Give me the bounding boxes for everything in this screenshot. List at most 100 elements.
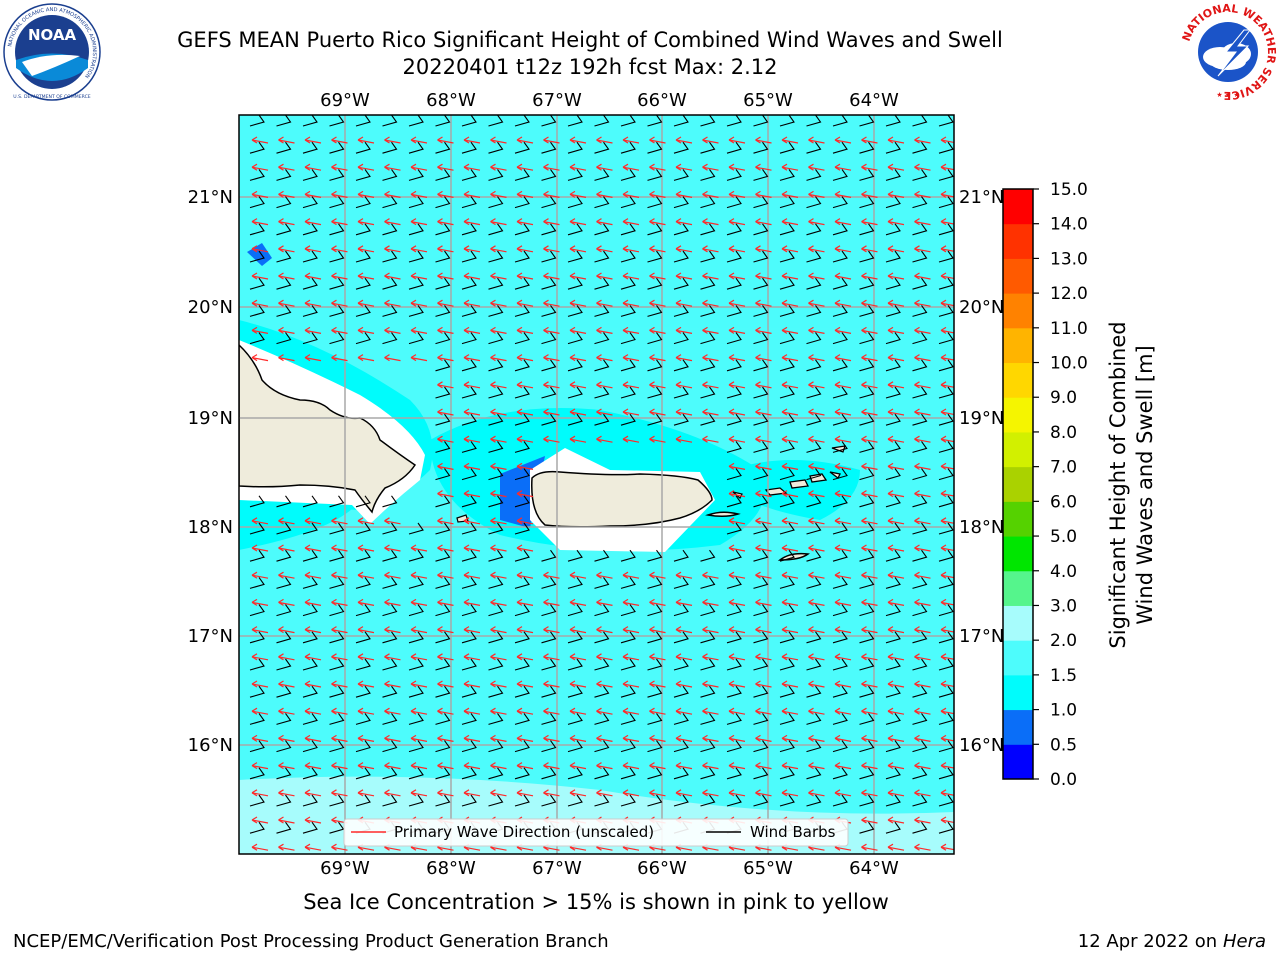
wave-direction-arrow <box>516 435 534 443</box>
wave-direction-arrow <box>861 163 878 171</box>
wave-direction-arrow <box>569 762 587 770</box>
wave-direction-arrow <box>755 490 772 498</box>
wind-barb <box>832 604 848 617</box>
wind-barb <box>620 277 636 290</box>
wind-barb <box>912 141 928 154</box>
wave-direction-arrow <box>543 734 560 742</box>
wave-direction-arrow <box>728 680 746 688</box>
wave-direction-arrow <box>702 381 719 389</box>
wind-barb <box>726 250 742 263</box>
wind-barb <box>912 468 928 481</box>
wave-direction-arrow <box>437 762 454 770</box>
wind-barb <box>488 332 504 345</box>
wave-direction-arrow <box>463 163 481 171</box>
wave-direction-arrow <box>490 299 507 307</box>
wind-barb <box>329 794 345 807</box>
wave-direction-arrow <box>331 707 348 715</box>
wind-barb <box>726 522 742 535</box>
wind-barb <box>647 332 663 345</box>
wind-barb <box>567 713 583 725</box>
wind-barb <box>832 223 848 236</box>
wind-barb <box>541 250 557 263</box>
wave-direction-arrow <box>251 218 269 226</box>
wave-direction-arrow <box>304 816 322 824</box>
wind-barb <box>567 767 583 780</box>
wind-barb <box>912 413 928 426</box>
wind-barb <box>647 413 663 426</box>
wave-direction-arrow <box>543 190 560 198</box>
wave-direction-arrow <box>649 707 666 715</box>
wind-barb <box>912 359 928 372</box>
wave-direction-arrow <box>251 626 269 634</box>
wind-barb <box>726 277 742 290</box>
wave-direction-arrow <box>437 789 454 797</box>
wind-barb <box>276 250 292 263</box>
wind-barb <box>912 250 928 263</box>
wave-direction-arrow <box>861 707 878 715</box>
wave-direction-arrow <box>887 462 905 470</box>
wind-barb <box>779 223 795 236</box>
wave-direction-arrow <box>569 136 587 144</box>
wind-barb <box>408 277 424 290</box>
wind-barb <box>355 495 371 508</box>
wave-direction-arrow <box>357 707 375 715</box>
wave-direction-arrow <box>834 680 852 688</box>
wind-barb <box>435 115 451 127</box>
wind-barb <box>249 794 265 807</box>
wind-barb <box>249 277 265 290</box>
wave-direction-arrow <box>702 571 719 579</box>
wind-barb <box>249 740 265 753</box>
svg-text:★ ★ ★: ★ ★ ★ <box>1216 91 1239 99</box>
wind-barb <box>355 250 371 263</box>
wind-barb <box>514 522 530 535</box>
wave-direction-arrow <box>914 326 931 334</box>
wave-direction-arrow <box>437 598 454 606</box>
wave-direction-arrow <box>755 218 772 226</box>
wind-barb <box>912 277 928 290</box>
wind-barb <box>541 359 557 372</box>
wave-direction-arrow <box>278 299 295 307</box>
wind-barb <box>408 631 424 644</box>
wave-direction-arrow <box>781 680 799 688</box>
wave-direction-arrow <box>331 762 348 770</box>
wind-barb <box>859 604 875 617</box>
wind-barb <box>302 821 318 834</box>
nws-logo: NATIONAL WEATHER SERVICE ★ ★ ★ <box>1180 2 1278 102</box>
wind-barb <box>700 549 716 562</box>
wave-direction-arrow <box>516 326 534 334</box>
wave-direction-arrow <box>596 299 613 307</box>
wind-barb <box>435 250 451 263</box>
wind-barb <box>779 468 795 481</box>
wave-direction-arrow <box>914 789 931 797</box>
wave-direction-arrow <box>331 272 348 280</box>
wave-direction-arrow <box>755 762 772 770</box>
wave-direction-arrow <box>490 272 507 280</box>
wave-direction-arrow <box>357 680 375 688</box>
wave-direction-arrow <box>543 598 560 606</box>
wind-barb <box>832 631 848 644</box>
wave-direction-arrow <box>755 517 772 525</box>
wave-direction-arrow <box>410 653 428 661</box>
wind-barb <box>779 658 795 671</box>
wave-direction-arrow <box>649 272 666 280</box>
wave-direction-arrow <box>357 272 375 280</box>
wave-direction-arrow <box>675 190 693 198</box>
wind-barb <box>276 821 292 834</box>
wind-barb <box>673 223 689 236</box>
wind-barb <box>514 386 530 399</box>
wind-barb <box>567 332 583 345</box>
wave-direction-arrow <box>490 571 507 579</box>
wind-barb <box>753 305 769 317</box>
wind-barb <box>514 441 530 453</box>
wave-direction-arrow <box>437 136 454 144</box>
wave-direction-arrow <box>331 163 348 171</box>
wind-barb <box>461 549 477 562</box>
wind-barb <box>488 386 504 399</box>
wave-direction-arrow <box>755 408 772 416</box>
wind-barb <box>355 713 371 725</box>
wind-barb <box>408 223 424 236</box>
wave-direction-arrow <box>463 653 481 661</box>
wave-direction-arrow <box>384 354 401 362</box>
wind-barb <box>488 549 504 562</box>
wind-barb <box>355 549 371 562</box>
